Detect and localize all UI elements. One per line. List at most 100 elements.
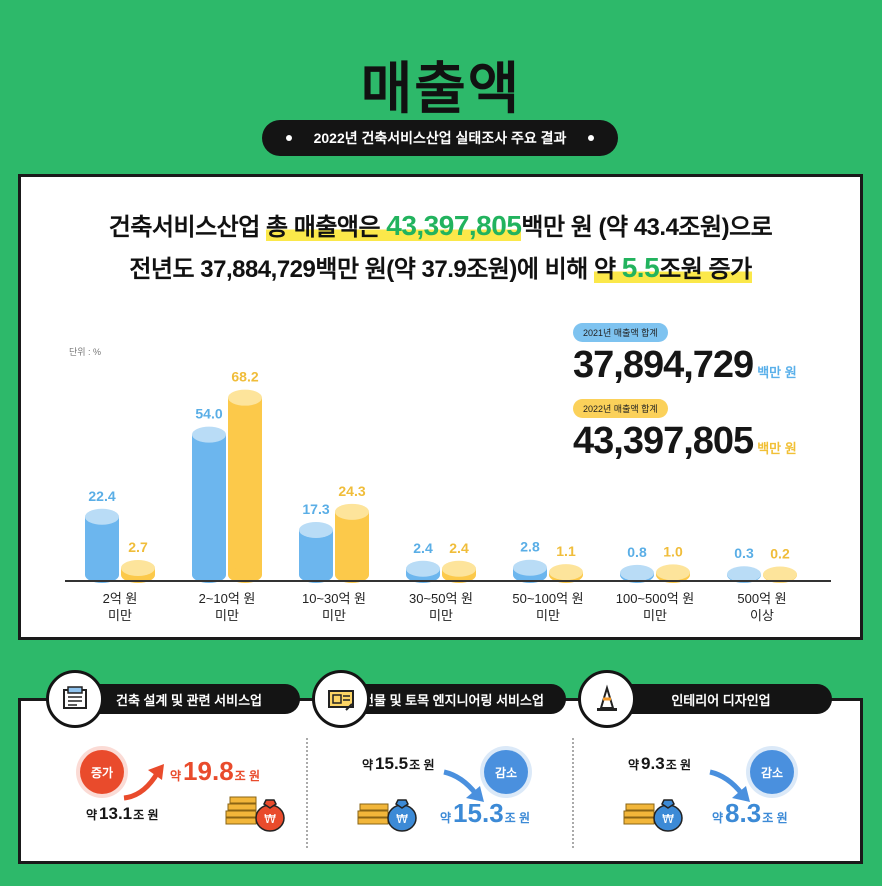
data-label-2022-0: 2.7 — [128, 539, 148, 555]
data-label-2021-1: 54.0 — [195, 406, 222, 422]
subtitle-pill: 2022년 건축서비스산업 실태조사 주요 결과 — [262, 120, 618, 156]
subsector-panel — [18, 698, 863, 864]
decrease-badge-interior: 감소 — [750, 750, 794, 794]
bar-top-2022-1 — [228, 389, 262, 406]
bar-base-2022-1 — [228, 567, 262, 583]
data-label-2022-4: 1.1 — [556, 543, 576, 559]
data-label-2021-4: 2.8 — [520, 539, 540, 555]
eng-to-pre: 약 — [440, 811, 452, 825]
bar-base-2021-2 — [299, 567, 333, 583]
headline-1-value: 43,397,805 — [386, 210, 522, 241]
interior-to-suffix: 조 원 — [762, 811, 788, 825]
interior-2021-stat: 약 9.3조 원 — [628, 754, 691, 774]
bar-2022-2 — [335, 511, 369, 575]
subtitle-text: 2022년 건축서비스산업 실태조사 주요 결과 — [313, 130, 567, 146]
design-2022-stat: 약19.8조 원 — [170, 756, 260, 787]
headline-line-2: 전년도 37,884,729백만 원(약 37.9조원)에 비해 약 5.5조원… — [21, 249, 860, 284]
eng-from-value: 15.5 — [375, 754, 409, 773]
section-pill-design: 건축 설계 및 관련 서비스업 — [78, 684, 300, 714]
svg-text:₩: ₩ — [662, 812, 674, 826]
category-label-2-0: 10~30억 원 — [302, 591, 366, 606]
svg-text:₩: ₩ — [264, 812, 276, 826]
bar-top-2022-0 — [121, 559, 155, 576]
eng-from-suffix: 조 원 — [409, 758, 435, 772]
section-divider-1 — [306, 738, 308, 848]
bar-top-2021-4 — [513, 559, 547, 576]
interior-2022-stat: 약8.3조 원 — [712, 798, 788, 829]
category-label-4-1: 미만 — [536, 608, 560, 623]
up-arrow-icon — [123, 764, 164, 801]
eng-to-value: 15.3 — [453, 798, 504, 828]
chart-panel: 건축서비스산업 총 매출액은 43,397,805백만 원 (약 43.4조원)… — [18, 174, 863, 640]
category-label-3-1: 미만 — [429, 608, 453, 623]
category-label-1-1: 미만 — [215, 608, 239, 623]
data-label-2022-1: 68.2 — [231, 369, 258, 385]
category-label-0-1: 미만 — [108, 608, 132, 623]
bar-top-2022-4 — [549, 564, 583, 581]
data-label-2021-5: 0.8 — [627, 544, 647, 560]
design-2021-stat: 약 13.1조 원 — [86, 804, 159, 824]
bar-top-2021-5 — [620, 564, 654, 581]
section-pill-interior: 인테리어 디자인업 — [610, 684, 832, 714]
eng-to-suffix: 조 원 — [504, 811, 531, 825]
category-label-3-0: 30~50억 원 — [409, 591, 473, 606]
down-arrow-icon — [443, 769, 484, 802]
interior-to-pre: 약 — [712, 811, 724, 825]
total-2022-value: 43,397,805 — [573, 420, 754, 462]
eng-2021-stat: 약 15.5조 원 — [362, 754, 435, 774]
bar-top-2022-3 — [442, 560, 476, 577]
section-label-engineering: 건물 및 토목 엔지니어링 서비스업 — [362, 692, 544, 708]
bar-2021-0 — [85, 516, 119, 575]
data-label-2021-2: 17.3 — [302, 501, 329, 517]
increase-badge: 증가 — [80, 750, 124, 794]
bar-top-2021-1 — [192, 426, 226, 443]
category-label-5-1: 미만 — [643, 608, 667, 623]
design-to-pre: 약 — [170, 769, 182, 783]
total-2022: 2022년 매출액 합계 43,397,805 백만 원 — [573, 399, 797, 463]
section-label-design: 건축 설계 및 관련 서비스업 — [115, 692, 262, 708]
data-label-2022-2: 24.3 — [338, 483, 365, 499]
total-2022-unit: 백만 원 — [757, 441, 797, 456]
headline-1-post: 백만 원 (약 43.4조원)으로 — [521, 214, 773, 241]
total-2021: 2021년 매출액 합계 37,894,729 백만 원 — [573, 323, 797, 387]
traffic-cone-icon — [578, 670, 636, 728]
bar-base-2021-0 — [85, 567, 119, 583]
data-label-2022-5: 1.0 — [663, 543, 683, 559]
headline-2-hl-post: 조원 증가 — [659, 256, 752, 283]
bar-top-2022-6 — [763, 566, 797, 583]
down-arrow-icon-interior — [709, 769, 750, 802]
headline-1-hl-text: 총 매출액은 — [266, 214, 387, 241]
section-pill-engineering: 건물 및 토목 엔지니어링 서비스업 — [340, 684, 566, 714]
category-label-6-0: 500억 원 — [737, 591, 786, 606]
blueprint-drawing-icon — [312, 670, 370, 728]
total-2021-tag: 2021년 매출액 합계 — [573, 323, 668, 342]
total-2021-value: 37,894,729 — [573, 344, 754, 386]
bar-2021-1 — [192, 434, 226, 575]
bar-top-2022-5 — [656, 564, 690, 581]
design-from-pre: 약 — [86, 808, 98, 822]
category-label-1-0: 2~10억 원 — [199, 591, 256, 606]
interior-to-value: 8.3 — [725, 798, 762, 828]
headline-2-highlight: 약 5.5조원 증가 — [593, 252, 752, 283]
eng-from-pre: 약 — [362, 758, 374, 772]
data-label-2021-0: 22.4 — [88, 488, 115, 504]
svg-text:₩: ₩ — [396, 812, 408, 826]
coins-moneybag-blue-icon-interior: ₩ — [623, 799, 683, 832]
bar-2022-1 — [228, 397, 262, 575]
coins-moneybag-red-icon: ₩ — [225, 796, 285, 832]
design-to-value: 19.8 — [183, 756, 234, 786]
headline-2-value: 5.5 — [621, 252, 660, 283]
design-from-value: 13.1 — [99, 804, 133, 823]
data-label-2021-3: 2.4 — [413, 540, 433, 556]
bullet-dot-left — [285, 135, 292, 141]
category-label-4-0: 50~100억 원 — [512, 591, 583, 606]
design-to-suffix: 조 원 — [234, 769, 261, 783]
headline-2-hl-pre: 약 — [593, 256, 622, 283]
bar-top-2022-2 — [335, 503, 369, 520]
data-label-2021-6: 0.3 — [734, 545, 754, 561]
bar-chart: 22.4 2.7 2억 원미만 54.0 68.2 2~10억 원미만 17.3 24.3 10… — [65, 369, 831, 623]
category-label-6-1: 이상 — [750, 608, 774, 623]
interior-from-pre: 약 — [628, 758, 640, 772]
headline-2-pre: 전년도 37,884,729백만 원(약 37.9조원)에 비해 — [129, 256, 594, 283]
bar-top-2021-6 — [727, 566, 761, 583]
